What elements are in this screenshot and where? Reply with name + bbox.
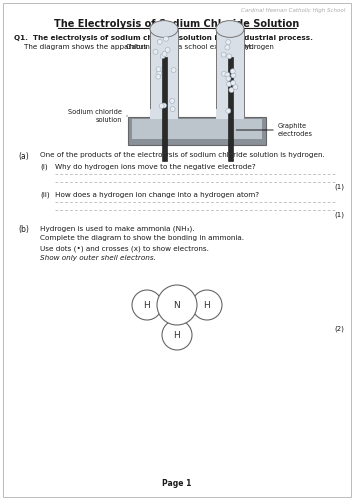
Text: +: + <box>160 148 168 157</box>
Bar <box>216 109 244 119</box>
Text: Cardinal Heenan Catholic High School: Cardinal Heenan Catholic High School <box>241 8 345 13</box>
Circle shape <box>170 98 175 103</box>
Text: solution: solution <box>96 117 122 123</box>
Circle shape <box>227 82 232 86</box>
Circle shape <box>233 84 238 89</box>
Circle shape <box>156 67 161 72</box>
Circle shape <box>171 68 176 72</box>
Text: (ii): (ii) <box>40 192 50 198</box>
Circle shape <box>227 54 232 59</box>
Ellipse shape <box>150 20 178 38</box>
Text: Sodium chloride: Sodium chloride <box>68 109 122 115</box>
Circle shape <box>170 106 175 112</box>
Text: Why do hydrogen ions move to the negative electrode?: Why do hydrogen ions move to the negativ… <box>55 164 256 170</box>
Circle shape <box>162 320 192 350</box>
Circle shape <box>160 54 165 59</box>
Bar <box>150 109 178 119</box>
Text: (1): (1) <box>334 211 344 218</box>
Text: Hydrogen is used to make ammonia (NH₃).: Hydrogen is used to make ammonia (NH₃). <box>40 225 194 232</box>
Bar <box>132 119 262 139</box>
Text: electrodes: electrodes <box>278 131 313 137</box>
Circle shape <box>231 73 236 78</box>
Text: (a): (a) <box>18 152 29 161</box>
Circle shape <box>162 52 167 57</box>
Text: Use dots (•) and crosses (x) to show electrons.: Use dots (•) and crosses (x) to show ele… <box>40 245 209 252</box>
Bar <box>128 117 266 145</box>
Text: How does a hydrogen ion change into a hydrogen atom?: How does a hydrogen ion change into a hy… <box>55 192 259 198</box>
Circle shape <box>159 104 164 108</box>
Text: The Electrolysis of Sodium Chloride Solution: The Electrolysis of Sodium Chloride Solu… <box>55 19 299 29</box>
Text: Page 1: Page 1 <box>162 479 192 488</box>
Circle shape <box>153 49 158 54</box>
Circle shape <box>132 290 162 320</box>
Circle shape <box>157 70 162 76</box>
Text: −: − <box>226 148 234 157</box>
Text: Q1.  The electrolysis of sodium chloride solution is an industrial process.: Q1. The electrolysis of sodium chloride … <box>14 35 313 41</box>
Circle shape <box>222 71 227 76</box>
Circle shape <box>221 52 226 57</box>
Circle shape <box>226 108 231 114</box>
Bar <box>216 29 244 117</box>
Text: N: N <box>173 300 181 310</box>
Circle shape <box>231 80 236 86</box>
Text: Hydrogen: Hydrogen <box>240 44 274 50</box>
Text: (2): (2) <box>334 325 344 332</box>
Text: H: H <box>144 300 150 310</box>
Circle shape <box>156 74 161 79</box>
Circle shape <box>165 48 170 52</box>
Bar <box>161 57 166 161</box>
Circle shape <box>226 40 231 44</box>
Text: H: H <box>204 300 210 310</box>
Circle shape <box>225 72 230 77</box>
Text: Complete the diagram to show the bonding in ammonia.: Complete the diagram to show the bonding… <box>40 235 244 241</box>
Text: (1): (1) <box>334 183 344 190</box>
Circle shape <box>192 290 222 320</box>
Text: The diagram shows the apparatus used in a school experiment.: The diagram shows the apparatus used in … <box>24 44 253 50</box>
Circle shape <box>230 69 235 74</box>
Text: (i): (i) <box>40 164 48 170</box>
Bar <box>228 57 233 161</box>
Bar <box>150 29 178 117</box>
Circle shape <box>226 76 231 81</box>
Circle shape <box>161 103 166 108</box>
Ellipse shape <box>216 20 244 38</box>
Text: Graphite: Graphite <box>278 123 307 129</box>
Text: H: H <box>173 330 181 340</box>
Circle shape <box>225 45 230 50</box>
Text: (b): (b) <box>18 225 29 234</box>
Circle shape <box>157 40 162 44</box>
Circle shape <box>164 36 169 42</box>
Text: Show only outer shell electrons.: Show only outer shell electrons. <box>40 255 156 261</box>
Text: Chlorine: Chlorine <box>126 44 155 50</box>
Text: One of the products of the electrolysis of sodium chloride solution is hydrogen.: One of the products of the electrolysis … <box>40 152 325 158</box>
Circle shape <box>229 88 234 92</box>
Circle shape <box>157 285 197 325</box>
